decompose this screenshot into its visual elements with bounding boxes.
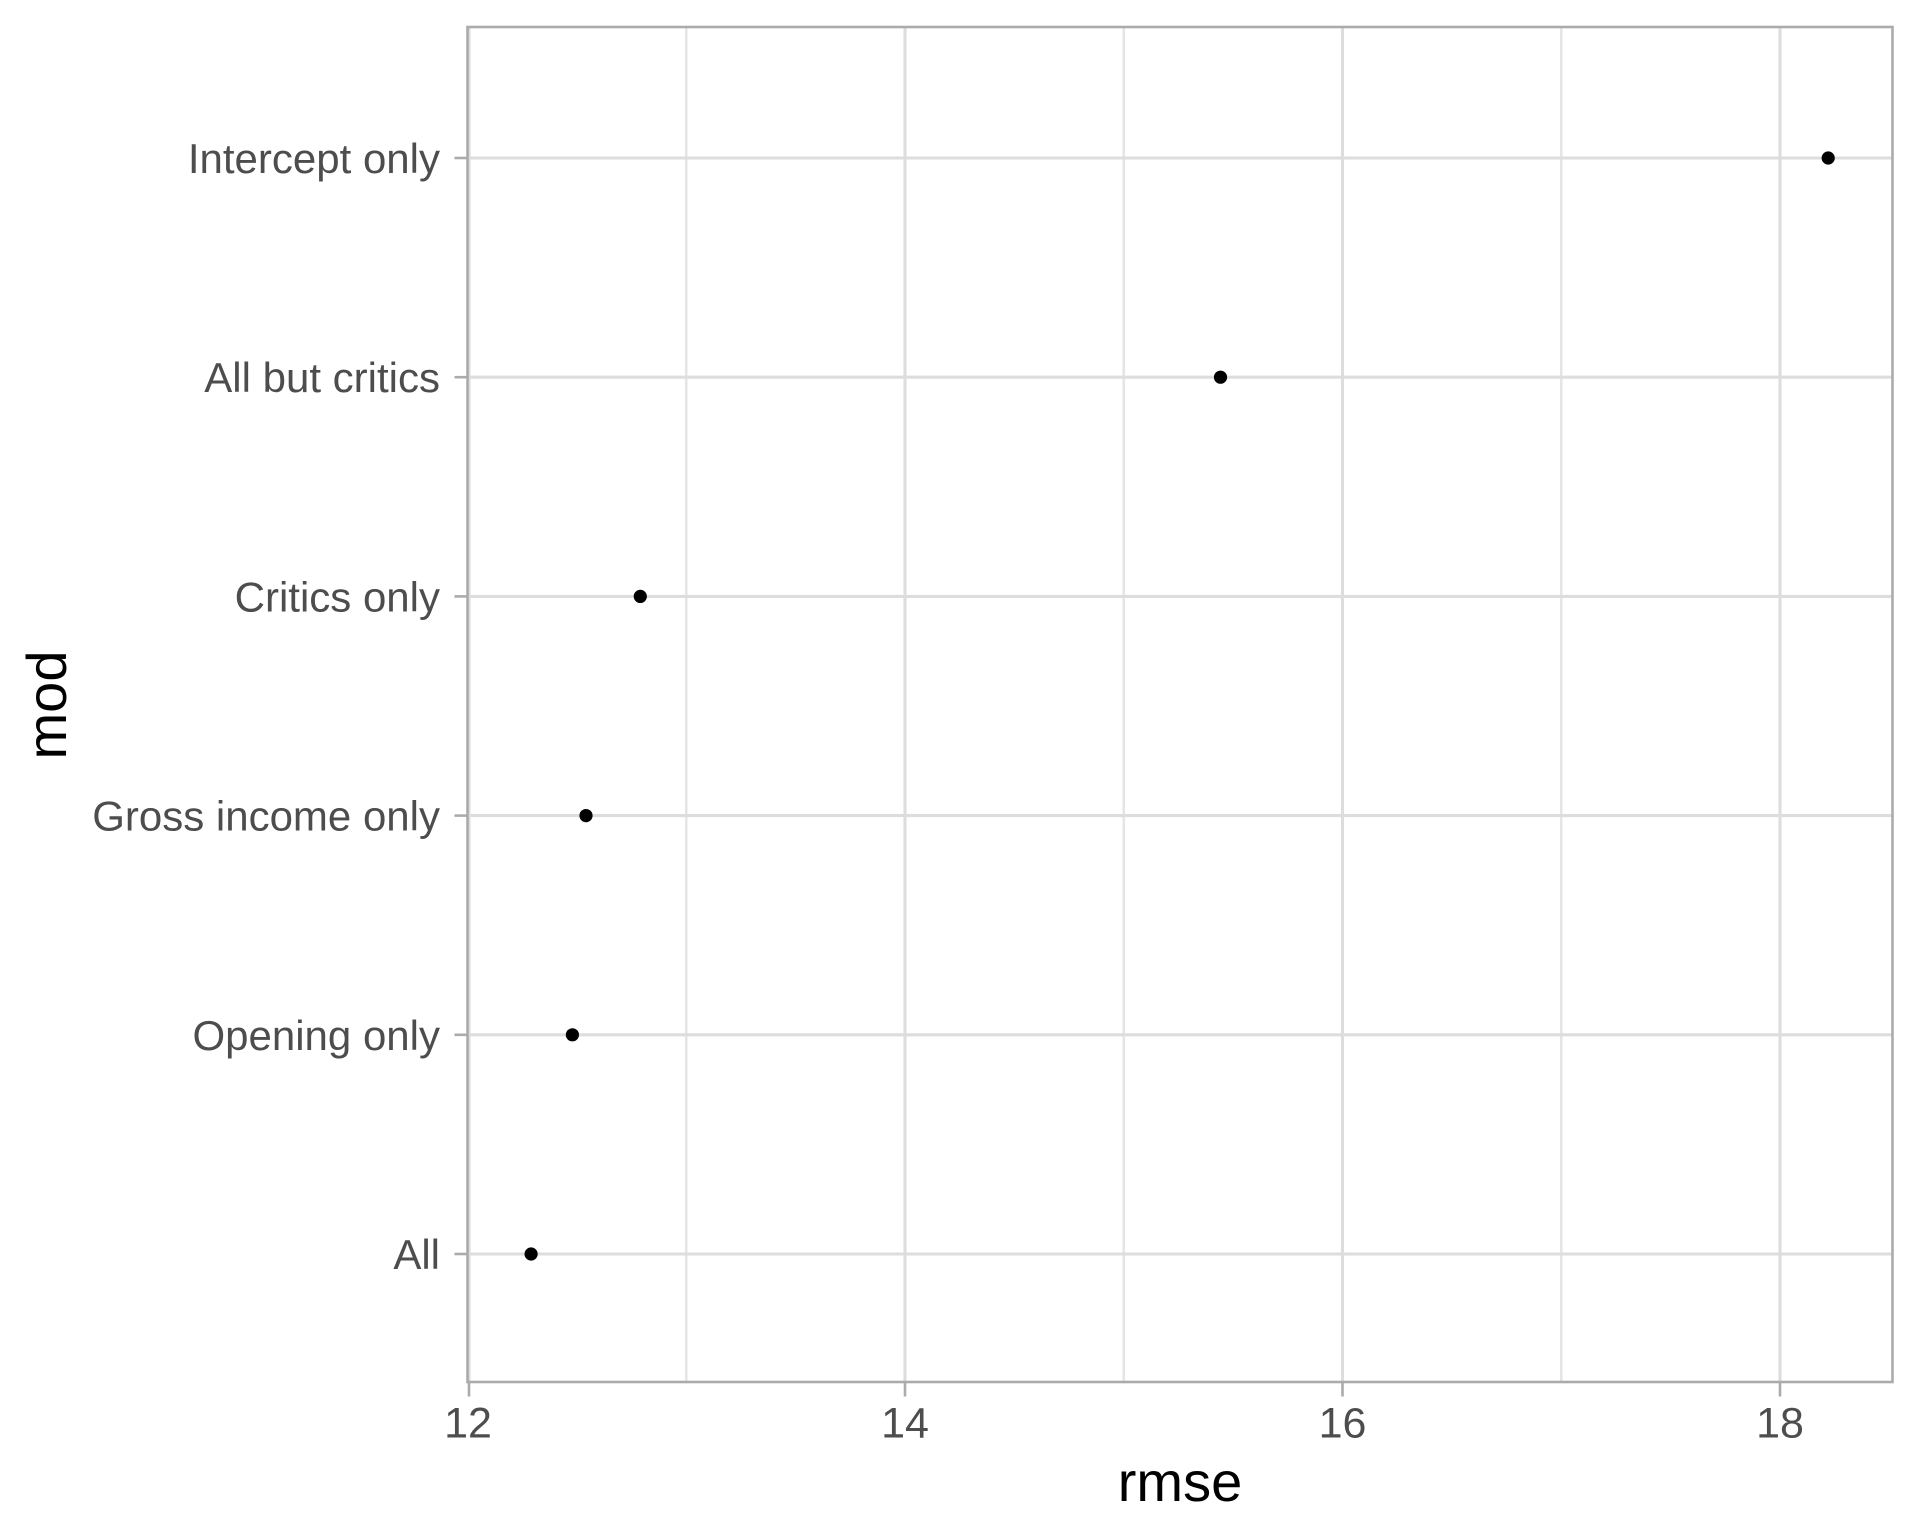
svg-text:rmse: rmse: [1118, 1450, 1242, 1513]
svg-text:16: 16: [1319, 1400, 1367, 1448]
svg-text:18: 18: [1756, 1400, 1804, 1448]
svg-text:14: 14: [881, 1400, 929, 1448]
svg-text:mod: mod: [15, 651, 78, 760]
svg-text:Gross income only: Gross income only: [92, 793, 440, 840]
svg-text:All but critics: All but critics: [204, 354, 440, 401]
svg-text:Intercept only: Intercept only: [188, 135, 440, 182]
svg-text:12: 12: [444, 1400, 492, 1448]
svg-text:Opening only: Opening only: [192, 1012, 440, 1059]
svg-text:All: All: [393, 1231, 440, 1278]
svg-text:Critics only: Critics only: [235, 573, 440, 620]
